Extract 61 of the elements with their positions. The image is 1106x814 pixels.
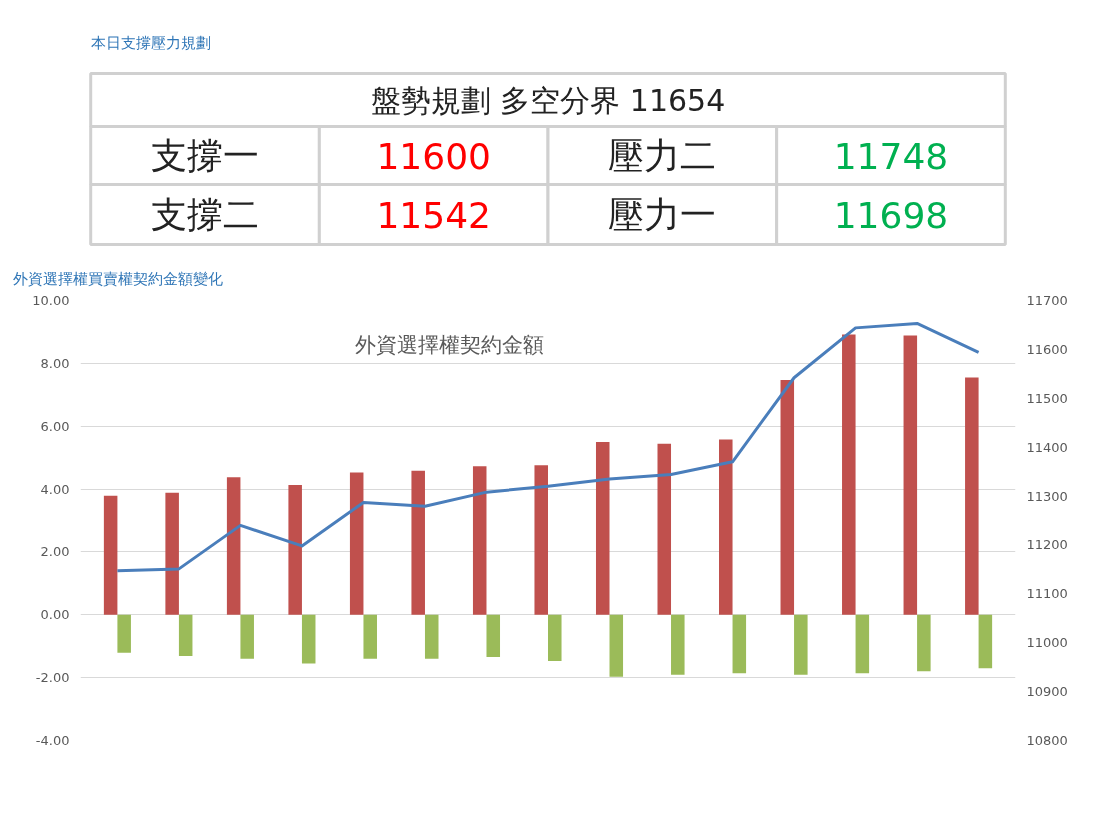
- bar: [178, 614, 193, 656]
- text: 外資選擇權契約金額: [355, 332, 545, 357]
- bar: [732, 614, 747, 674]
- y-tick-label: 4.00: [40, 481, 70, 497]
- text: 11748: [833, 135, 949, 177]
- bar: [842, 334, 856, 615]
- y2-tick-label: 11500: [1026, 390, 1068, 406]
- chart-title: 外資選擇權買賣權契約金額變化: [12, 270, 223, 288]
- bar: [917, 614, 931, 672]
- bar: [780, 380, 795, 615]
- bar: [978, 614, 993, 669]
- text: 支撐一: [151, 135, 260, 176]
- text: 本日支撐壓力規劃: [90, 33, 211, 52]
- bar: [472, 466, 487, 615]
- y2-tick-label: 11700: [1026, 293, 1068, 308]
- bar: [288, 484, 302, 615]
- bar: [349, 472, 364, 615]
- y-tick-label: 2.00: [40, 544, 70, 560]
- bar: [794, 614, 808, 675]
- bar: [855, 614, 870, 674]
- line-series: [115, 321, 981, 573]
- text: 壓力二: [608, 135, 717, 176]
- y-tick-label: 6.00: [40, 418, 70, 434]
- bar: [486, 614, 501, 657]
- y2-tick-label: 11600: [1026, 341, 1068, 357]
- bar: [226, 477, 241, 615]
- bar: [719, 439, 733, 615]
- bar: [103, 495, 118, 615]
- y2-tick-label: 11400: [1026, 439, 1068, 455]
- y-tick-label: -2.00: [35, 670, 70, 686]
- bar: [424, 614, 439, 659]
- bar: [671, 614, 685, 675]
- bar: [363, 614, 377, 659]
- bar: [411, 470, 425, 615]
- bar: [548, 614, 562, 661]
- text: 壓力一: [608, 194, 717, 235]
- text: 支撐二: [151, 194, 260, 235]
- text: 盤勢規劃 多空分界 11654: [370, 82, 726, 118]
- y-tick-label: -4.00: [35, 733, 70, 748]
- bar: [240, 614, 254, 659]
- y2-tick-label: 10800: [1026, 733, 1068, 748]
- bar: [534, 465, 548, 615]
- y-tick-label: 10.00: [32, 293, 70, 308]
- bar: [657, 443, 672, 615]
- bar: [595, 441, 610, 615]
- text: 11542: [376, 194, 491, 236]
- y2-tick-label: 11100: [1026, 586, 1068, 602]
- y2-tick-label: 11300: [1026, 488, 1068, 504]
- bar: [965, 377, 979, 615]
- y2-tick-label: 10900: [1026, 684, 1068, 700]
- bar: [903, 335, 918, 615]
- text: 11600: [376, 135, 491, 177]
- text: 11698: [833, 194, 949, 236]
- bar: [117, 614, 131, 653]
- bar: [609, 614, 624, 677]
- bar: [301, 614, 316, 664]
- y-tick-label: 0.00: [40, 607, 70, 623]
- bar: [165, 492, 179, 615]
- y-tick-label: 8.00: [40, 355, 70, 371]
- y2-tick-label: 11000: [1026, 635, 1068, 651]
- y2-tick-label: 11200: [1026, 537, 1068, 553]
